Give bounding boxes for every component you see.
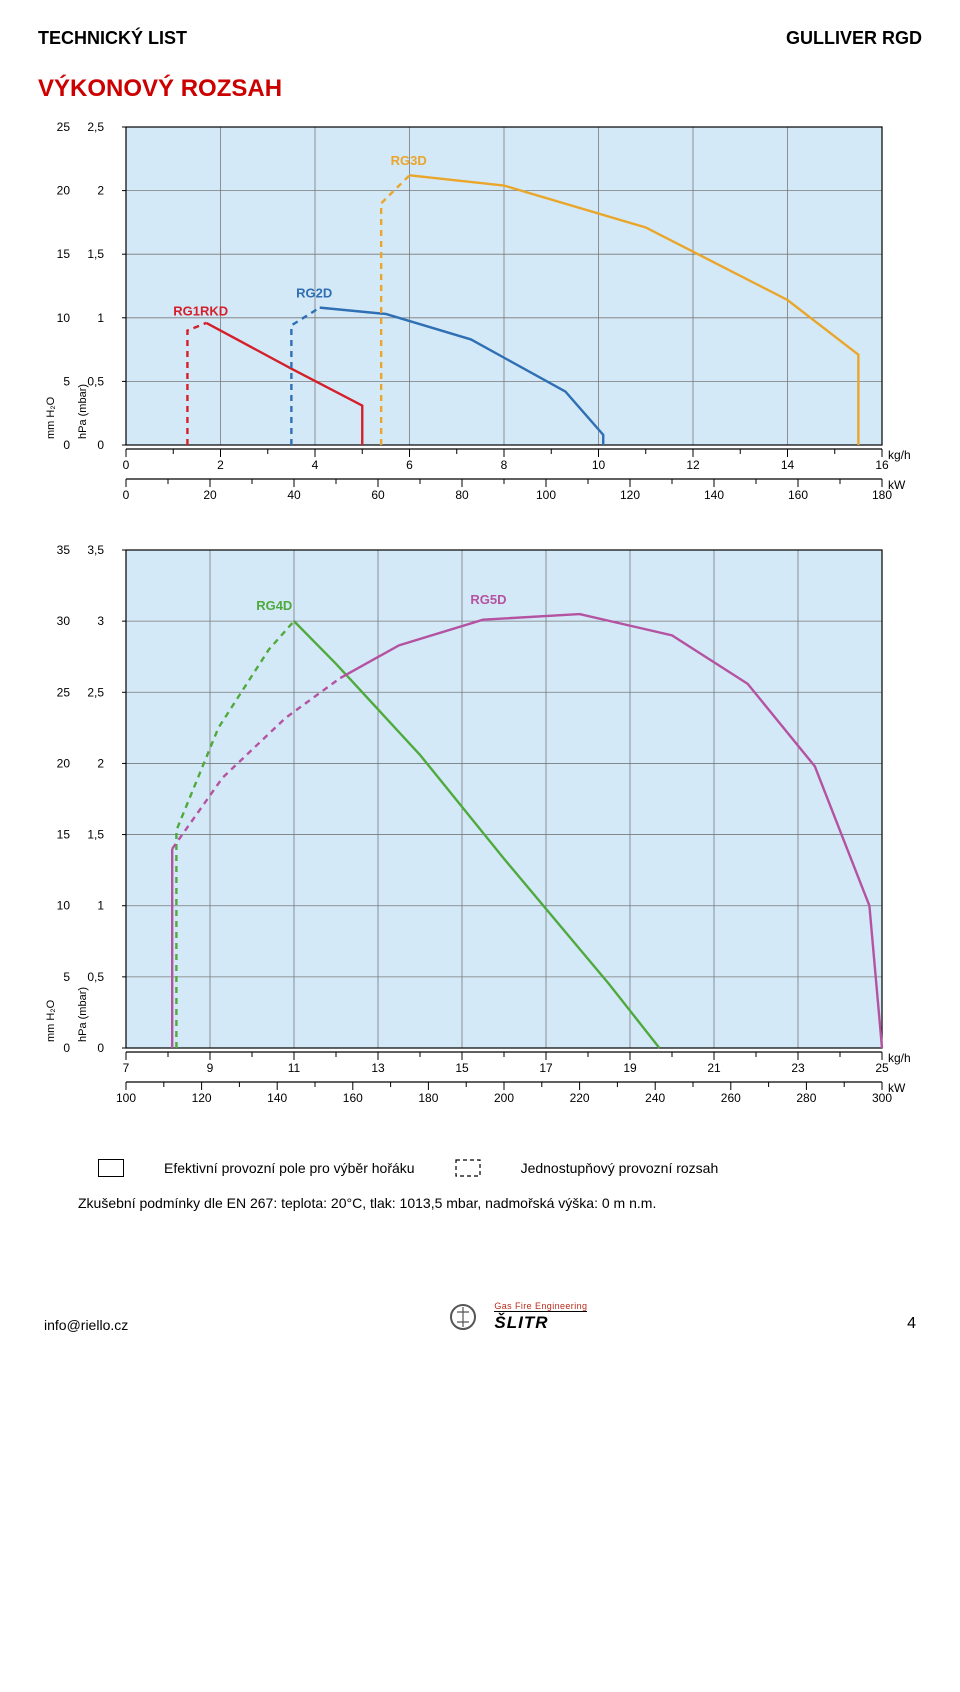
svg-text:0: 0 — [97, 1041, 104, 1055]
svg-text:120: 120 — [620, 488, 640, 502]
svg-text:15: 15 — [57, 828, 71, 842]
svg-text:40: 40 — [287, 488, 301, 502]
svg-text:23: 23 — [791, 1061, 805, 1075]
svg-text:8: 8 — [501, 458, 508, 472]
svg-text:20: 20 — [203, 488, 217, 502]
legend-solid-label: Efektivní provozní pole pro výběr hořáku — [164, 1160, 415, 1176]
svg-text:17: 17 — [539, 1061, 553, 1075]
svg-text:5: 5 — [63, 374, 70, 388]
footer-brand-big: ŠLITR — [494, 1311, 587, 1333]
legend-box-dash-icon — [455, 1159, 481, 1177]
svg-text:RG5D: RG5D — [470, 592, 506, 607]
svg-text:0: 0 — [123, 458, 130, 472]
test-conditions-note: Zkušební podmínky dle EN 267: teplota: 2… — [78, 1195, 922, 1211]
header-left: TECHNICKÝ LIST — [38, 28, 187, 49]
svg-text:160: 160 — [343, 1091, 363, 1105]
svg-text:16: 16 — [875, 458, 889, 472]
svg-text:kW: kW — [888, 478, 906, 492]
svg-text:13: 13 — [371, 1061, 385, 1075]
svg-text:RG3D: RG3D — [391, 153, 427, 168]
svg-text:0: 0 — [123, 488, 130, 502]
svg-text:hPa (mbar): hPa (mbar) — [77, 384, 89, 439]
svg-text:RG1RKD: RG1RKD — [173, 303, 228, 318]
svg-text:mm H₂O: mm H₂O — [45, 396, 57, 439]
svg-text:260: 260 — [721, 1091, 741, 1105]
footer-email: info@riello.cz — [44, 1317, 128, 1333]
svg-text:kg/h: kg/h — [888, 1051, 911, 1065]
svg-text:1: 1 — [97, 311, 104, 325]
svg-text:15: 15 — [455, 1061, 469, 1075]
chart-1-svg: 0050,5101151,5202252,5mm H₂OhPa (mbar)RG… — [38, 115, 918, 515]
legend-box-solid-icon — [98, 1159, 124, 1177]
svg-text:10: 10 — [57, 899, 71, 913]
svg-text:15: 15 — [57, 247, 71, 261]
svg-text:25: 25 — [57, 685, 71, 699]
svg-text:kW: kW — [888, 1081, 906, 1095]
svg-text:0: 0 — [63, 1041, 70, 1055]
chart-2-svg: 0 0 5 0,5 10 1 15 1,5 20 2 25 2,5 30 3 35 3,5 mm H₂O hPa … — [38, 538, 918, 1118]
svg-text:kg/h: kg/h — [888, 448, 911, 462]
svg-text:120: 120 — [192, 1091, 212, 1105]
svg-text:20: 20 — [57, 756, 71, 770]
svg-text:12: 12 — [686, 458, 700, 472]
svg-text:10: 10 — [57, 311, 71, 325]
svg-text:11: 11 — [288, 1061, 301, 1075]
svg-text:180: 180 — [418, 1091, 438, 1105]
footer-logo: Gas Fire Engineering ŠLITR — [448, 1301, 588, 1333]
svg-text:35: 35 — [57, 543, 71, 557]
footer-page-number: 4 — [907, 1315, 916, 1333]
svg-text:60: 60 — [371, 488, 385, 502]
svg-text:0,5: 0,5 — [87, 374, 104, 388]
svg-text:4: 4 — [312, 458, 319, 472]
svg-text:1: 1 — [97, 899, 104, 913]
svg-text:100: 100 — [116, 1091, 136, 1105]
svg-text:25: 25 — [57, 120, 71, 134]
legend: Efektivní provozní pole pro výběr hořáku… — [98, 1159, 922, 1177]
svg-text:6: 6 — [406, 458, 413, 472]
svg-text:100: 100 — [536, 488, 556, 502]
footer: info@riello.cz Gas Fire Engineering ŠLIT… — [38, 1301, 922, 1333]
svg-text:0: 0 — [63, 438, 70, 452]
svg-text:21: 21 — [707, 1061, 721, 1075]
svg-text:1,5: 1,5 — [87, 828, 104, 842]
svg-text:9: 9 — [207, 1061, 214, 1075]
page-title: VÝKONOVÝ ROZSAH — [38, 75, 922, 103]
svg-text:2,5: 2,5 — [87, 685, 104, 699]
svg-text:25: 25 — [875, 1061, 889, 1075]
svg-text:200: 200 — [494, 1091, 514, 1105]
svg-text:140: 140 — [704, 488, 724, 502]
svg-text:2: 2 — [97, 756, 104, 770]
svg-text:3: 3 — [97, 614, 104, 628]
svg-text:5: 5 — [63, 970, 70, 984]
svg-text:10: 10 — [592, 458, 606, 472]
svg-text:240: 240 — [645, 1091, 665, 1105]
svg-text:19: 19 — [623, 1061, 637, 1075]
svg-text:3,5: 3,5 — [87, 543, 104, 557]
svg-text:20: 20 — [57, 184, 71, 198]
footer-brand-small: Gas Fire Engineering — [494, 1301, 587, 1311]
svg-text:2,5: 2,5 — [87, 120, 104, 134]
svg-text:2: 2 — [217, 458, 224, 472]
svg-text:0: 0 — [97, 438, 104, 452]
svg-text:RG2D: RG2D — [296, 285, 332, 300]
svg-text:0,5: 0,5 — [87, 970, 104, 984]
header-right: GULLIVER RGD — [786, 28, 922, 49]
svg-text:hPa (mbar): hPa (mbar) — [77, 987, 89, 1042]
chart-1: 0050,5101151,5202252,5mm H₂OhPa (mbar)RG… — [38, 115, 922, 520]
svg-text:30: 30 — [57, 614, 71, 628]
legend-dash-label: Jednostupňový provozní rozsah — [521, 1160, 719, 1176]
svg-text:mm H₂O: mm H₂O — [45, 999, 57, 1042]
svg-text:2: 2 — [97, 184, 104, 198]
svg-text:220: 220 — [570, 1091, 590, 1105]
svg-text:80: 80 — [455, 488, 469, 502]
svg-text:7: 7 — [123, 1061, 130, 1075]
svg-text:14: 14 — [781, 458, 795, 472]
svg-text:1,5: 1,5 — [87, 247, 104, 261]
chart-2: 0 0 5 0,5 10 1 15 1,5 20 2 25 2,5 30 3 35 3,5 mm H₂O hPa … — [38, 538, 922, 1123]
svg-text:140: 140 — [267, 1091, 287, 1105]
svg-text:280: 280 — [796, 1091, 816, 1105]
svg-text:160: 160 — [788, 488, 808, 502]
svg-text:RG4D: RG4D — [256, 598, 292, 613]
